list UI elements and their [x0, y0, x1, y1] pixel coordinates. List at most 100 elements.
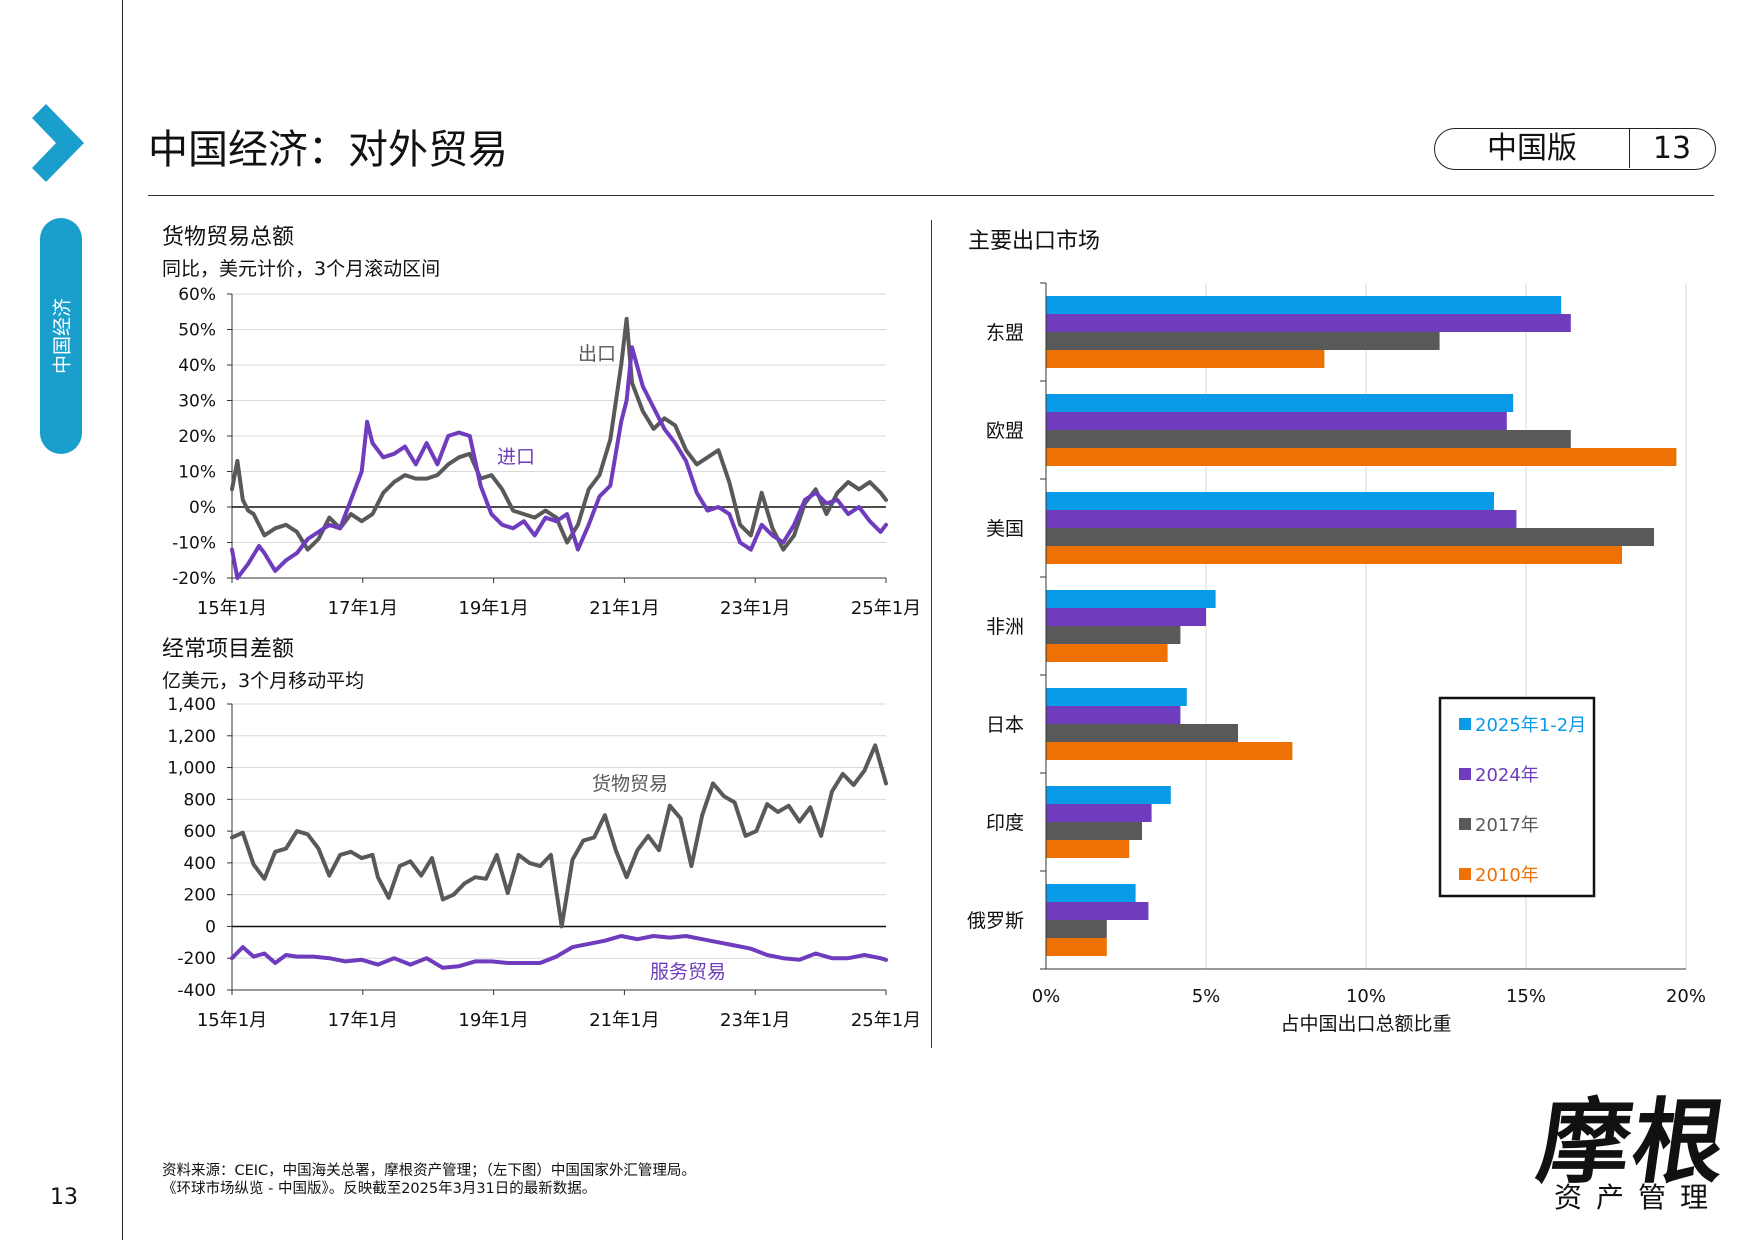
x-tick-label: 17年1月 — [328, 598, 398, 619]
y-tick-label: 60% — [178, 285, 216, 305]
bar — [1046, 688, 1187, 706]
y-tick-label: 30% — [178, 392, 216, 412]
series-line-1 — [230, 316, 888, 552]
section-tab[interactable]: 中国经济 — [40, 218, 82, 454]
x-tick-label: 15% — [1506, 986, 1546, 1007]
y-tick-label: 0 — [205, 917, 216, 937]
legend-label: 2024年 — [1475, 765, 1539, 786]
chart2-title: 经常项目差额 — [162, 637, 295, 662]
bar — [1046, 492, 1494, 510]
bar — [1046, 448, 1677, 466]
legend-swatch — [1459, 868, 1471, 880]
x-tick-label: 25年1月 — [851, 598, 921, 619]
bar — [1046, 786, 1171, 804]
x-tick-label: 19年1月 — [458, 598, 528, 619]
y-tick-label: 1,400 — [167, 695, 216, 715]
category-label: 美国 — [986, 518, 1024, 540]
bar — [1046, 742, 1293, 760]
y-tick-label: -200 — [177, 949, 216, 969]
x-tick-label: 10% — [1346, 986, 1386, 1007]
column-divider — [931, 220, 932, 1048]
y-tick-label: -20% — [172, 569, 216, 589]
x-tick-label: 5% — [1192, 986, 1221, 1007]
y-tick-label: -400 — [177, 981, 216, 1001]
bar — [1046, 430, 1571, 448]
legend-swatch — [1459, 768, 1471, 780]
y-tick-label: 50% — [178, 321, 216, 341]
x-tick-label: 20% — [1666, 986, 1706, 1007]
edition-label: 中国版 — [1487, 131, 1577, 166]
bar — [1046, 546, 1622, 564]
y-tick-label: -10% — [172, 534, 216, 554]
series-line-2 — [230, 345, 888, 580]
chart1-subtitle: 同比，美元计价，3个月滚动区间 — [162, 258, 441, 280]
category-label: 东盟 — [986, 322, 1024, 344]
bar — [1046, 920, 1107, 938]
edition-badge: 中国版 13 — [1434, 128, 1716, 170]
x-tick-label: 23年1月 — [720, 598, 790, 619]
chart3-title: 主要出口市场 — [968, 229, 1101, 254]
category-label: 欧盟 — [986, 420, 1024, 442]
series-line-1 — [230, 743, 888, 929]
bar — [1046, 644, 1168, 662]
category-label: 日本 — [986, 714, 1024, 736]
series-label-2: 服务贸易 — [650, 961, 726, 983]
footnote: 资料来源：CEIC，中国海关总署，摩根资产管理；（左下图）中国国家外汇管理局。 … — [162, 1162, 696, 1198]
series-line-2 — [230, 934, 888, 970]
legend-label: 2010年 — [1475, 865, 1539, 886]
series-label-2: 进口 — [497, 446, 535, 468]
edition-page-number: 13 — [1652, 131, 1692, 166]
bar — [1046, 724, 1238, 742]
legend-swatch — [1459, 718, 1471, 730]
x-tick-label: 23年1月 — [720, 1010, 790, 1031]
x-axis-title: 占中国出口总额比重 — [1280, 1013, 1451, 1035]
bar — [1046, 590, 1216, 608]
bar — [1046, 902, 1149, 920]
x-tick-label: 21年1月 — [589, 598, 659, 619]
legend-label: 2025年1-2月 — [1475, 715, 1586, 736]
bar — [1046, 938, 1107, 956]
footnote-line-1: 资料来源：CEIC，中国海关总署，摩根资产管理；（左下图）中国国家外汇管理局。 — [162, 1163, 696, 1179]
bar — [1046, 626, 1181, 644]
x-tick-label: 19年1月 — [458, 1010, 528, 1031]
x-tick-label: 0% — [1032, 986, 1061, 1007]
legend-label: 2017年 — [1475, 815, 1539, 836]
x-tick-label: 21年1月 — [589, 1010, 659, 1031]
y-tick-label: 1,000 — [167, 759, 216, 779]
x-tick-label: 25年1月 — [851, 1010, 921, 1031]
y-tick-label: 400 — [184, 854, 216, 874]
y-tick-label: 600 — [184, 822, 216, 842]
bar — [1046, 528, 1654, 546]
footnote-line-2: 《环球市场纵览 - 中国版》。反映截至2025年3月31日的最新数据。 — [162, 1181, 597, 1197]
sidebar-divider — [122, 0, 123, 1240]
bar — [1046, 608, 1206, 626]
page-title: 中国经济：对外贸易 — [148, 127, 508, 173]
chart1-title: 货物贸易总额 — [162, 225, 295, 250]
bar — [1046, 822, 1142, 840]
chart2-subtitle: 亿美元，3个月移动平均 — [162, 670, 365, 692]
bar — [1046, 706, 1181, 724]
bar — [1046, 350, 1325, 368]
y-tick-label: 1,200 — [167, 727, 216, 747]
bar — [1046, 314, 1571, 332]
y-tick-label: 20% — [178, 427, 216, 447]
bar — [1046, 804, 1152, 822]
x-tick-label: 17年1月 — [328, 1010, 398, 1031]
category-label: 俄罗斯 — [967, 910, 1024, 932]
y-tick-label: 0% — [189, 498, 216, 518]
legend-box — [1438, 696, 1596, 898]
series-label-1: 出口 — [578, 343, 616, 365]
bar — [1046, 510, 1517, 528]
section-tab-label: 中国经济 — [51, 297, 74, 375]
bar — [1046, 394, 1514, 412]
y-tick-label: 40% — [178, 356, 216, 376]
brand-logo-subtitle: 资产管理 — [1554, 1181, 1723, 1214]
bar — [1046, 884, 1136, 902]
x-tick-label: 15年1月 — [197, 598, 267, 619]
bar — [1046, 296, 1562, 314]
y-tick-label: 200 — [184, 886, 216, 906]
category-label: 印度 — [986, 812, 1024, 834]
edition-divider — [1629, 129, 1630, 168]
